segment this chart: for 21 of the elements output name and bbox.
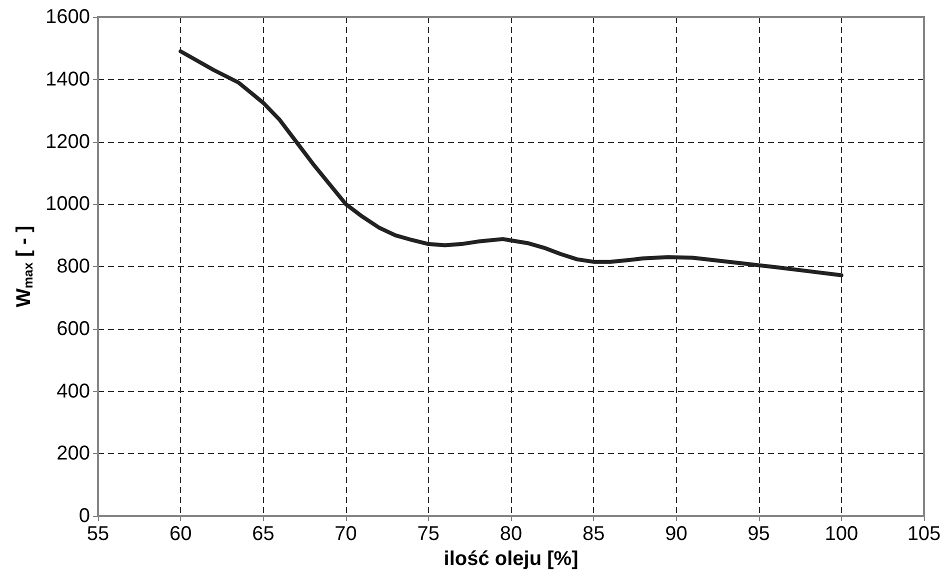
x-axis-title: ilość oleju [%] bbox=[444, 548, 578, 570]
x-tick-label: 95 bbox=[748, 523, 770, 545]
y-tick-label: 400 bbox=[56, 380, 90, 402]
x-tick-label: 90 bbox=[665, 523, 688, 545]
y-tick-label: 800 bbox=[56, 256, 90, 278]
y-tick-label: 200 bbox=[56, 442, 90, 465]
line-series bbox=[178, 49, 844, 278]
y-axis-title: Wmax [ - ] bbox=[13, 226, 36, 308]
y-tick-label: 1600 bbox=[46, 6, 90, 28]
y-tick-label: 600 bbox=[56, 318, 90, 340]
y-tick-label: 1400 bbox=[46, 68, 90, 90]
x-tick-label: 75 bbox=[417, 523, 440, 545]
x-tick-label: 70 bbox=[334, 523, 357, 545]
x-tick-label: 80 bbox=[500, 523, 522, 545]
y-tick-label: 1000 bbox=[46, 193, 90, 216]
x-tick-label: 105 bbox=[907, 523, 941, 545]
x-tick-label: 85 bbox=[582, 523, 605, 545]
y-tick-label: 1200 bbox=[46, 130, 90, 153]
x-tick-label: 60 bbox=[169, 523, 192, 545]
x-tick-label: 100 bbox=[824, 523, 858, 545]
x-tick-label: 65 bbox=[252, 523, 274, 545]
